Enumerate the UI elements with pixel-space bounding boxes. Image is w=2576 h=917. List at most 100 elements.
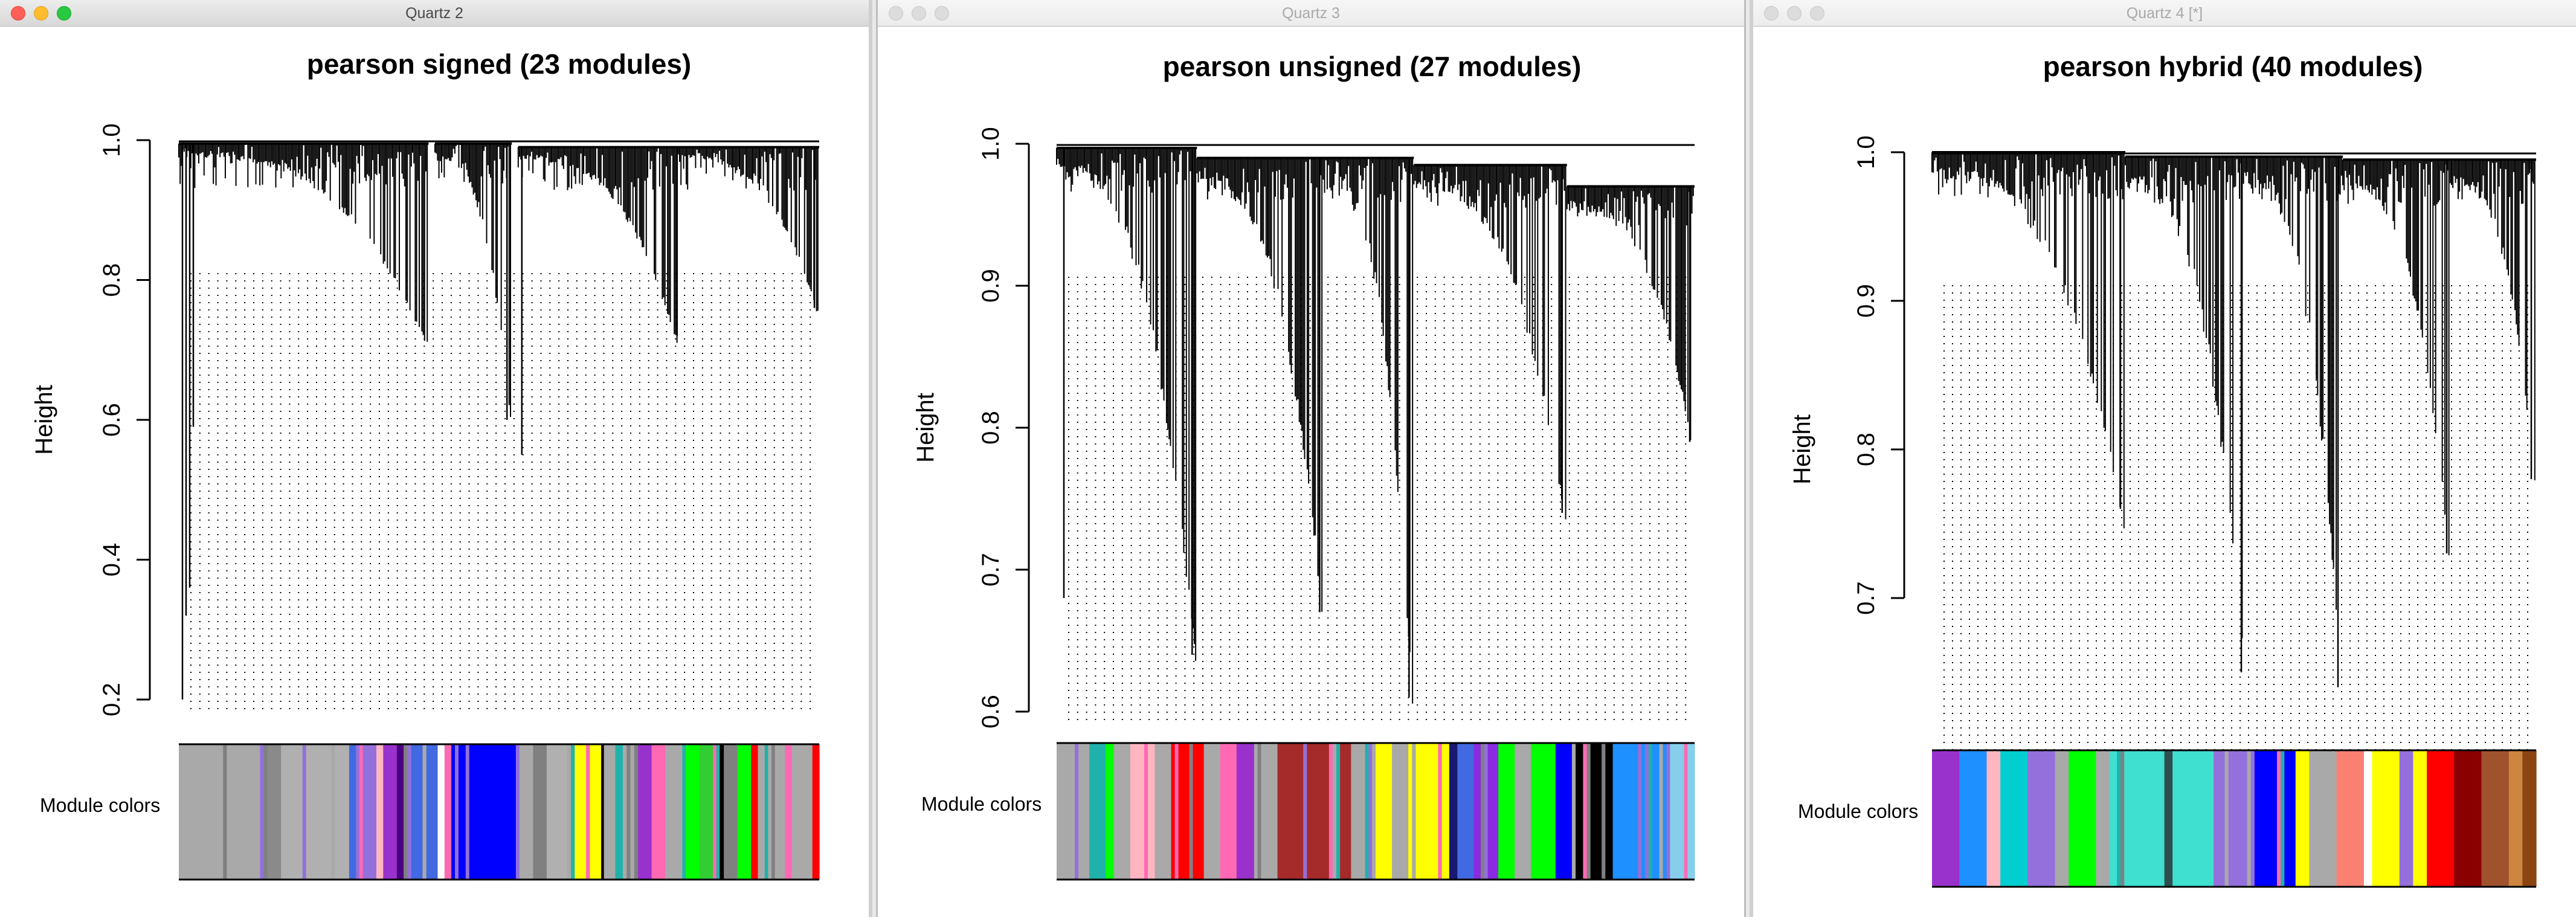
module-color-stripe [1956,750,1960,887]
module-color-stripe [1193,743,1197,880]
module-color-bar [1932,750,2537,887]
module-color-stripe [1504,743,1509,880]
module-color-stripe [1064,743,1068,880]
module-color-stripe [1571,743,1576,880]
module-color-stripe [1223,743,1228,880]
module-color-stripe [219,744,224,880]
module-color-stripe [356,744,360,880]
module-color-stripe [2450,750,2455,887]
module-color-stripe [2427,750,2431,887]
module-color-stripe [2368,750,2373,887]
module-color-stripe [655,744,659,880]
module-color-stripe [1980,750,1984,887]
module-color-stripe [1210,743,1214,880]
module-color-stripe [1555,743,1559,880]
module-color-stripe [2065,750,2069,887]
module-color-stripe [1144,743,1148,880]
module-color-stripe [1408,743,1412,880]
y-tick-label: 0.2 [98,683,125,716]
module-color-stripe [1127,743,1131,880]
module-color-stripe [2206,750,2211,887]
module-color-stripe [1638,743,1642,880]
zoom-window-button[interactable] [935,6,949,21]
module-color-stripe [223,744,228,880]
module-color-stripe [1684,743,1688,880]
module-color-stripe [2240,750,2244,887]
minimize-window-button[interactable] [1787,6,1802,21]
window-title: Quartz 2 [405,5,463,22]
module-color-stripe [1382,743,1386,880]
window-titlebar[interactable]: Quartz 3 [878,0,1744,27]
module-color-stripe [1983,750,1988,887]
module-color-stripe [2051,750,2056,887]
module-color-stripe [1431,743,1435,880]
module-color-stripe [2309,750,2313,887]
module-color-stripe [2478,750,2482,887]
minimize-window-button[interactable] [34,6,48,21]
dendrogram-cluster [1056,147,1197,661]
module-color-stripe [2346,750,2351,887]
zoom-window-button[interactable] [1810,6,1824,21]
module-color-stripe [1254,743,1258,880]
module-color-stripe [400,744,404,880]
module-color-stripe [411,744,416,880]
module-color-stripe [1117,743,1121,880]
module-color-stripe [2519,750,2523,887]
zoom-window-button[interactable] [57,6,71,21]
module-color-stripe [2096,750,2100,887]
module-color-stripe [2375,750,2380,887]
module-color-stripe [1583,743,1588,880]
module-color-stripe [2440,750,2444,887]
module-color-stripe [2481,750,2485,887]
module-color-stripe [1457,743,1461,880]
quartz-window-1[interactable]: Quartz 2 pearson signed (23 modules) Heig… [0,0,872,917]
module-color-stripe [338,744,343,880]
module-color-stripe [2131,750,2136,887]
module-color-stripe [2017,750,2021,887]
module-color-stripe [1670,743,1674,880]
module-color-stripe [2533,750,2537,887]
dendrogram-cluster [2451,158,2536,481]
module-color-stripe [465,744,470,880]
module-color-stripe [682,744,686,880]
close-window-button[interactable] [11,6,25,21]
module-color-stripe [720,744,724,880]
module-color-stripe [2417,750,2421,887]
module-color-stripe [747,744,752,880]
module-color-stripe [2034,750,2038,887]
dendrogram-cluster [1196,156,1325,613]
module-color-stripe [1687,743,1692,880]
quartz-window-3[interactable]: Quartz 4 [*] pearson hybrid (40 modules)… [1750,0,2576,917]
module-color-stripe [2281,750,2285,887]
y-axis-label: Height [912,393,939,463]
module-color-stripe [509,744,513,880]
module-color-stripe [2457,750,2462,887]
y-tick-label: 0.4 [98,543,125,577]
module-color-stripe [1200,743,1205,880]
module-color-stripe [434,744,439,880]
module-color-stripe [2191,750,2195,887]
module-color-stripe [437,744,442,880]
module-color-stripe [768,744,772,880]
close-window-button[interactable] [889,6,903,21]
module-color-stripe [1354,743,1359,880]
window-titlebar[interactable]: Quartz 2 [0,0,869,27]
module-color-stripe [1257,743,1262,880]
module-color-stripe [2302,750,2307,887]
module-color-stripe [2333,750,2337,887]
module-color-stripe [795,744,799,880]
window-titlebar[interactable]: Quartz 4 [*] [1753,0,2576,27]
minimize-window-button[interactable] [912,6,926,21]
module-color-stripe [1518,743,1522,880]
module-color-stripe [2075,750,2079,887]
quartz-window-2[interactable]: Quartz 3 pearson unsigned (27 modules) He… [876,0,1746,917]
module-colors-label: Module colors [921,793,1042,815]
module-color-stripe [454,744,459,880]
chart-title: pearson signed (23 modules) [307,48,691,80]
module-color-stripe [634,744,639,880]
module-color-stripe [2021,750,2025,887]
close-window-button[interactable] [1764,6,1779,21]
module-color-stripe [1473,743,1478,880]
module-color-stripe [2363,750,2369,887]
dendrogram-cluster [434,142,512,420]
